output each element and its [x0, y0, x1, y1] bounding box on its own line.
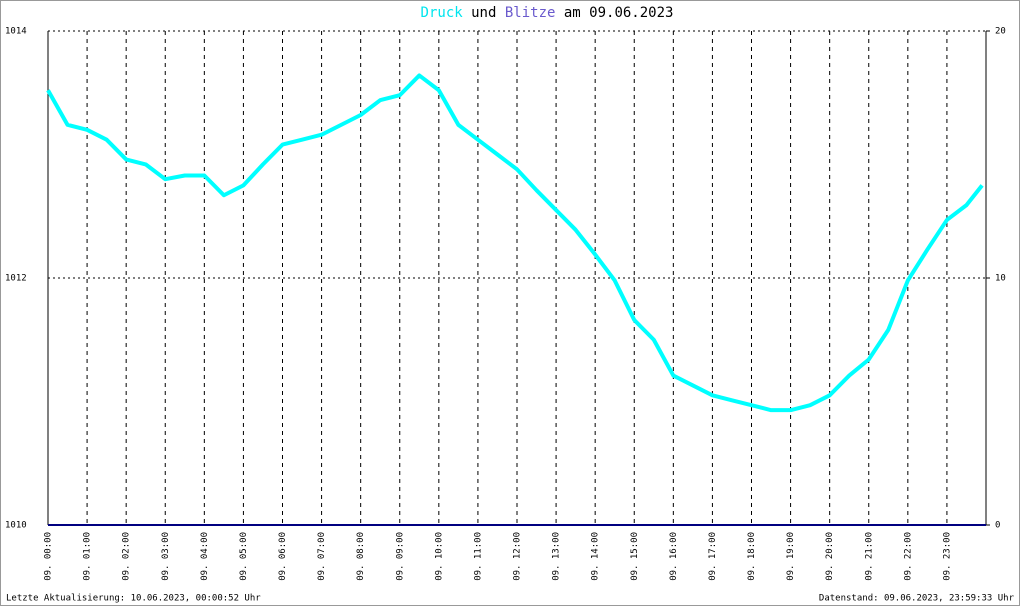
y-tick-label: 1010 — [5, 521, 27, 531]
x-tick-label: 09. 04:00 — [200, 532, 210, 581]
y2-tick-label: 0 — [995, 521, 1000, 531]
x-tick-label: 09. 15:00 — [630, 532, 640, 581]
x-tick-label: 09. 03:00 — [161, 532, 171, 581]
x-tick-label: 09. 21:00 — [864, 532, 874, 581]
x-tick-label: 09. 00:00 — [44, 532, 54, 581]
y-tick-label: 1012 — [5, 274, 27, 284]
x-tick-label: 09. 13:00 — [552, 532, 562, 581]
y2-tick-label: 10 — [995, 274, 1006, 284]
x-tick-label: 09. 18:00 — [747, 532, 757, 581]
x-tick-label: 09. 05:00 — [239, 532, 249, 581]
y2-tick-label: 20 — [995, 27, 1006, 37]
title-part: und — [471, 5, 496, 21]
x-tick-label: 09. 10:00 — [434, 532, 444, 581]
x-tick-label: 09. 09:00 — [395, 532, 405, 581]
x-tick-label: 09. 23:00 — [942, 532, 952, 581]
chart-title: Druck und Blitze am 09.06.2023 — [421, 5, 674, 21]
x-tick-label: 09. 14:00 — [591, 532, 601, 581]
x-tick-label: 09. 11:00 — [473, 532, 483, 581]
x-tick-label: 09. 08:00 — [356, 532, 366, 581]
x-tick-label: 09. 01:00 — [83, 532, 93, 581]
x-tick-label: 09. 06:00 — [278, 532, 288, 581]
x-tick-label: 09. 22:00 — [903, 532, 913, 581]
x-tick-label: 09. 17:00 — [708, 532, 718, 581]
title-series-1: Druck — [421, 5, 464, 21]
footer-right: Datenstand: 09.06.2023, 23:59:33 Uhr — [819, 594, 1015, 604]
x-tick-label: 09. 12:00 — [513, 532, 523, 581]
x-tick-label: 09. 20:00 — [825, 532, 835, 581]
x-tick-label: 09. 07:00 — [317, 532, 327, 581]
title-series-2: Blitze — [505, 5, 556, 21]
x-tick-label: 09. 19:00 — [786, 532, 796, 581]
x-tick-label: 09. 02:00 — [122, 532, 132, 581]
series-line — [46, 73, 984, 413]
title-part: am 09.06.2023 — [564, 5, 674, 21]
x-tick-label: 09. 16:00 — [669, 532, 679, 581]
y-tick-label: 1014 — [5, 27, 27, 37]
footer-left: Letzte Aktualisierung: 10.06.2023, 00:00… — [6, 594, 261, 604]
